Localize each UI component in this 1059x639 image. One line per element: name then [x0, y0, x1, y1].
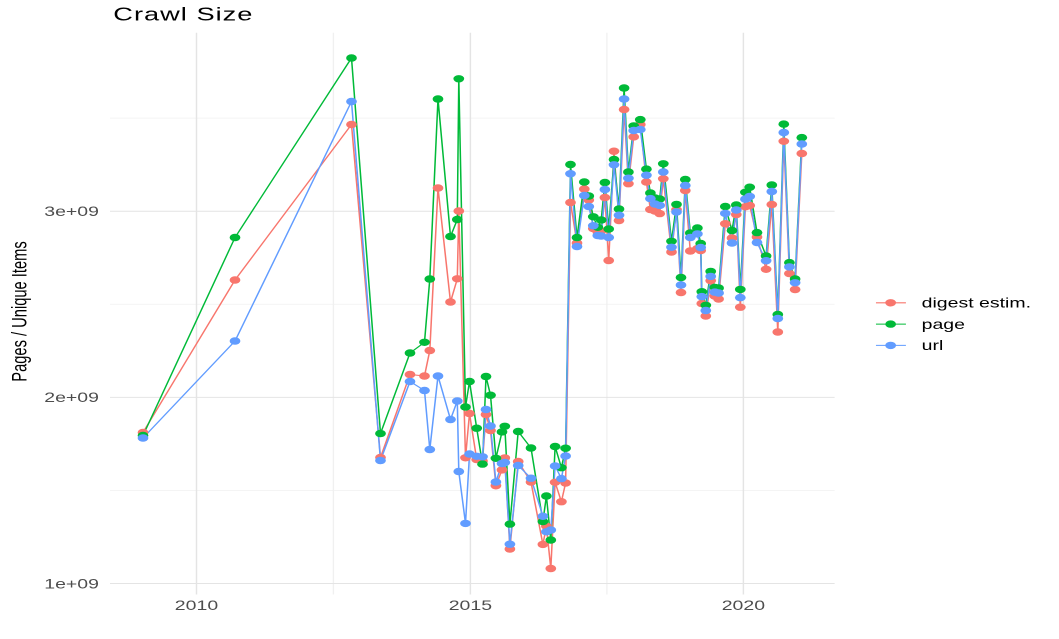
svg-text:Crawl Size: Crawl Size — [113, 4, 253, 25]
svg-text:2e+09: 2e+09 — [44, 390, 99, 405]
svg-text:digest estim.: digest estim. — [922, 296, 1031, 311]
svg-text:Pages / Unique Items: Pages / Unique Items — [6, 241, 30, 381]
svg-text:page: page — [922, 317, 965, 332]
svg-text:2015: 2015 — [449, 598, 492, 613]
svg-text:2010: 2010 — [175, 598, 218, 613]
svg-text:2020: 2020 — [722, 598, 765, 613]
svg-text:3e+09: 3e+09 — [44, 204, 99, 219]
svg-text:url: url — [922, 338, 944, 353]
svg-text:1e+09: 1e+09 — [44, 576, 99, 591]
